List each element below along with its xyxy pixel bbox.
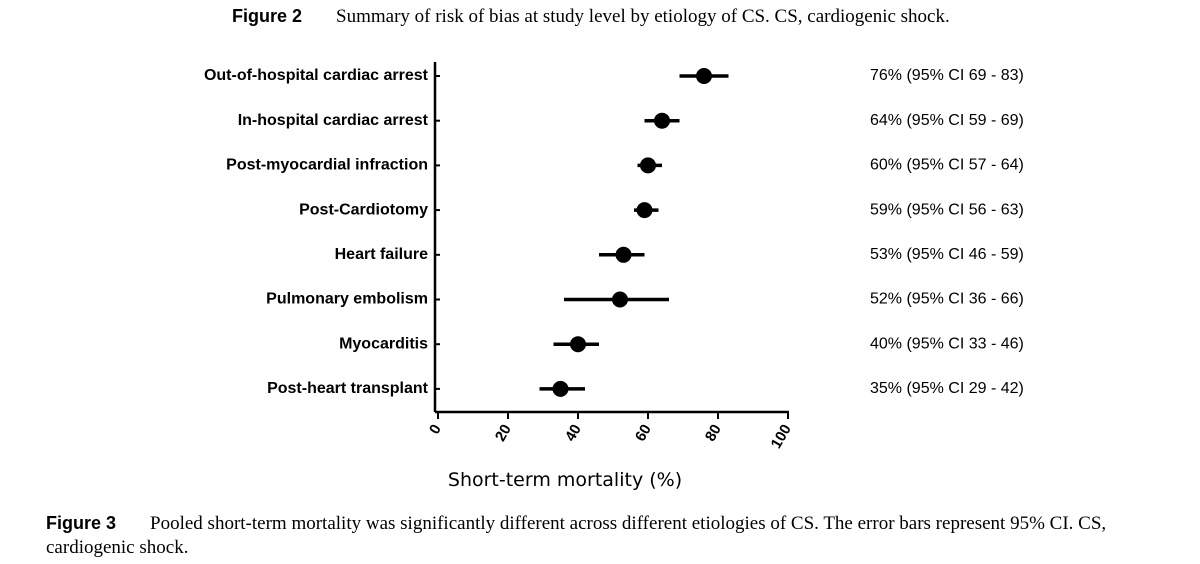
x-tick-label: 20 bbox=[492, 421, 515, 444]
figure-3-caption: Figure 3 Pooled short-term mortality was … bbox=[46, 511, 1186, 560]
ci-annotation: 59% (95% CI 56 - 63) bbox=[870, 201, 1024, 218]
x-tick-label: 80 bbox=[702, 421, 725, 444]
category-label: Post-myocardial infraction bbox=[226, 157, 428, 174]
category-label: Myocarditis bbox=[339, 335, 428, 352]
data-point bbox=[654, 112, 670, 129]
data-point bbox=[615, 246, 632, 263]
x-tick-label: 0 bbox=[426, 421, 445, 437]
x-tick-label: 60 bbox=[632, 421, 655, 444]
data-point bbox=[696, 68, 712, 84]
ci-annotation: 52% (95% CI 36 - 66) bbox=[870, 291, 1024, 308]
figure-2-text: Summary of risk of bias at study level b… bbox=[336, 6, 950, 27]
ci-annotation: 64% (95% CI 59 - 69) bbox=[870, 112, 1024, 129]
category-label: Pulmonary embolism bbox=[266, 291, 428, 308]
category-label: In-hospital cardiac arrest bbox=[238, 112, 429, 129]
category-label: Post-Cardiotomy bbox=[299, 201, 428, 218]
data-point bbox=[636, 202, 653, 219]
ci-annotation: 35% (95% CI 29 - 42) bbox=[870, 380, 1024, 397]
figure-2-caption: Figure 2 Summary of risk of bias at study… bbox=[232, 6, 950, 28]
category-label: Out-of-hospital cardiac arrest bbox=[204, 67, 429, 84]
x-tick-label: 100 bbox=[768, 421, 795, 451]
category-label: Post-heart transplant bbox=[267, 380, 429, 397]
ci-annotation: 60% (95% CI 57 - 64) bbox=[870, 157, 1024, 174]
figure-3-text: Pooled short-term mortality was signific… bbox=[46, 513, 1107, 558]
ci-annotation: 76% (95% CI 69 - 83) bbox=[870, 67, 1024, 84]
data-point bbox=[570, 336, 586, 353]
x-axis-label: Short-term mortality (%) bbox=[448, 469, 682, 491]
data-point bbox=[640, 157, 656, 174]
category-label: Heart failure bbox=[335, 246, 428, 263]
ci-annotation: 40% (95% CI 33 - 46) bbox=[870, 335, 1024, 352]
figure-2-label: Figure 2 bbox=[232, 6, 303, 26]
ci-annotation: 53% (95% CI 46 - 59) bbox=[870, 246, 1024, 263]
x-tick-label: 40 bbox=[562, 421, 585, 444]
forest-plot: 0 20 40 60 80 100 Short-term mortality (%) Out-… bbox=[204, 62, 1024, 491]
data-point bbox=[552, 380, 569, 397]
figure-3-label: Figure 3 bbox=[46, 513, 117, 533]
data-point bbox=[612, 291, 628, 308]
